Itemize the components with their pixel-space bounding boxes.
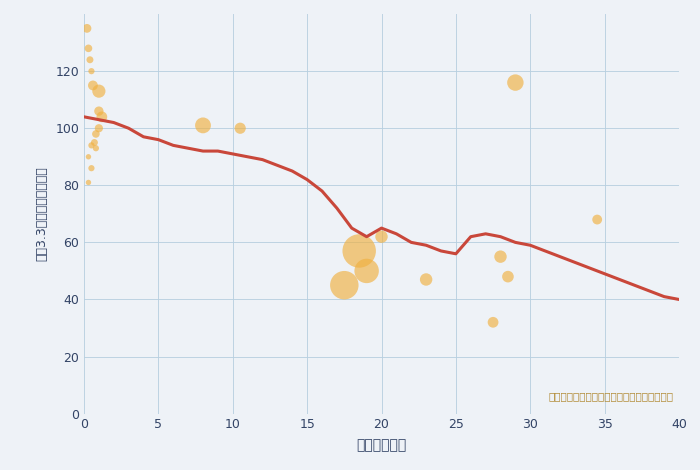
Point <box>339 282 350 289</box>
Point <box>90 130 101 138</box>
Point <box>592 216 603 223</box>
Point <box>90 144 101 152</box>
Y-axis label: 坪（3.3㎡）単価（万円）: 坪（3.3㎡）単価（万円） <box>35 166 48 261</box>
Point <box>81 24 92 32</box>
Point <box>93 87 104 95</box>
Point <box>83 45 94 52</box>
Point <box>376 233 387 241</box>
X-axis label: 築年数（年）: 築年数（年） <box>356 439 407 453</box>
Point <box>93 107 104 115</box>
Point <box>197 122 209 129</box>
Point <box>354 247 365 255</box>
Point <box>234 125 246 132</box>
Point <box>86 141 97 149</box>
Point <box>83 153 94 161</box>
Point <box>86 164 97 172</box>
Point <box>510 79 521 86</box>
Point <box>88 82 99 89</box>
Point <box>96 113 108 121</box>
Point <box>503 273 514 281</box>
Point <box>421 276 432 283</box>
Point <box>84 56 95 63</box>
Point <box>361 267 372 274</box>
Point <box>86 67 97 75</box>
Text: 円の大きさは、取引のあった物件面積を示す: 円の大きさは、取引のあった物件面積を示す <box>548 392 673 401</box>
Point <box>487 319 498 326</box>
Point <box>89 139 100 146</box>
Point <box>83 179 94 186</box>
Point <box>495 253 506 260</box>
Point <box>93 125 104 132</box>
